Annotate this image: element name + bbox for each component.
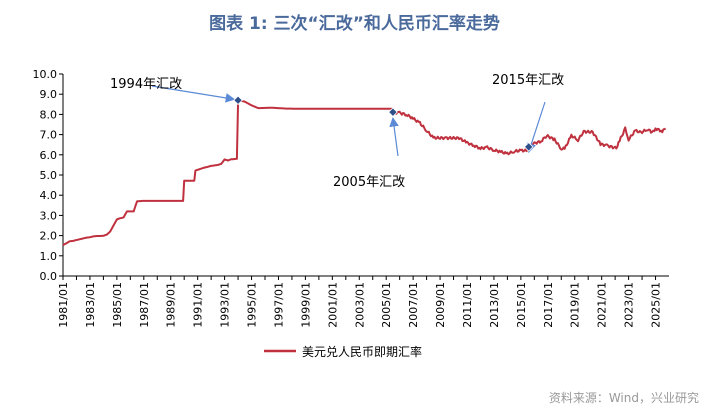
legend: 美元兑人民币即期汇率 [264,344,422,359]
x-tick-label: 2009/01 [434,282,447,328]
x-tick-label: 2025/01 [650,282,663,328]
reform-marker [523,142,534,152]
annotation-label: 2005年汇改 [333,175,405,190]
y-tick-label: 1.0 [40,250,58,263]
x-tick-label: 2015/01 [515,282,528,328]
x-tick-label: 2023/01 [623,282,636,328]
x-tick-label: 2007/01 [407,282,420,328]
annotation-label: 2015年汇改 [492,73,564,88]
annotation-arrow [526,101,546,154]
reform-marker [388,107,398,117]
x-tick-label: 2003/01 [353,282,366,328]
y-tick-label: 8.0 [40,108,58,121]
annotation-layer: 1994年汇改 2005年汇改 2015年汇改 [110,73,564,190]
series-line [62,99,667,246]
x-tick-label: 1981/01 [57,282,70,328]
x-tick-label: 1999/01 [299,282,312,328]
x-tick-label: 2021/01 [596,282,609,328]
x-tick-label: 1995/01 [246,282,259,328]
y-tick-label: 7.0 [40,129,58,142]
y-axis: 0.0 1.0 2.0 3.0 4.0 5.0 6.0 7.0 8.0 9.0 10.0 [33,68,64,283]
x-tick-label: 1985/01 [111,282,124,328]
x-axis: 1981/01 1983/01 1985/01 1987/01 1989/01 1991/… [57,275,669,328]
chart-title: 图表 1: 三次“汇改”和人民币汇率走势 [209,14,500,34]
x-tick-label: 2019/01 [569,282,582,328]
y-tick-label: 9.0 [40,88,58,101]
annotation-label: 1994年汇改 [110,77,182,92]
annotation-arrow [151,85,236,103]
x-tick-label: 1989/01 [165,282,178,328]
annotation-arrow [389,116,399,157]
x-tick-label: 1993/01 [219,282,232,328]
x-tick-label: 1991/01 [192,282,205,328]
source-note: 资料来源：Wind，兴业研究 [548,391,699,405]
x-tick-label: 2005/01 [380,282,393,328]
x-tick-label: 2013/01 [488,282,501,328]
x-tick-label: 1997/01 [272,282,285,328]
y-tick-label: 10.0 [33,68,58,81]
x-tick-label: 2017/01 [542,282,555,328]
y-tick-label: 6.0 [40,149,58,162]
y-tick-label: 0.0 [40,270,58,283]
x-tick-label: 2011/01 [461,282,474,328]
y-tick-label: 3.0 [40,209,58,222]
reform-marker [233,95,243,106]
y-tick-label: 2.0 [40,230,58,243]
x-tick-label: 1987/01 [138,282,151,328]
legend-label: 美元兑人民币即期汇率 [302,344,422,359]
series-layer [62,99,667,246]
y-tick-label: 4.0 [40,189,58,202]
x-tick-label: 2001/01 [326,282,339,328]
x-tick-label: 1983/01 [84,282,97,328]
y-tick-label: 5.0 [40,169,58,182]
